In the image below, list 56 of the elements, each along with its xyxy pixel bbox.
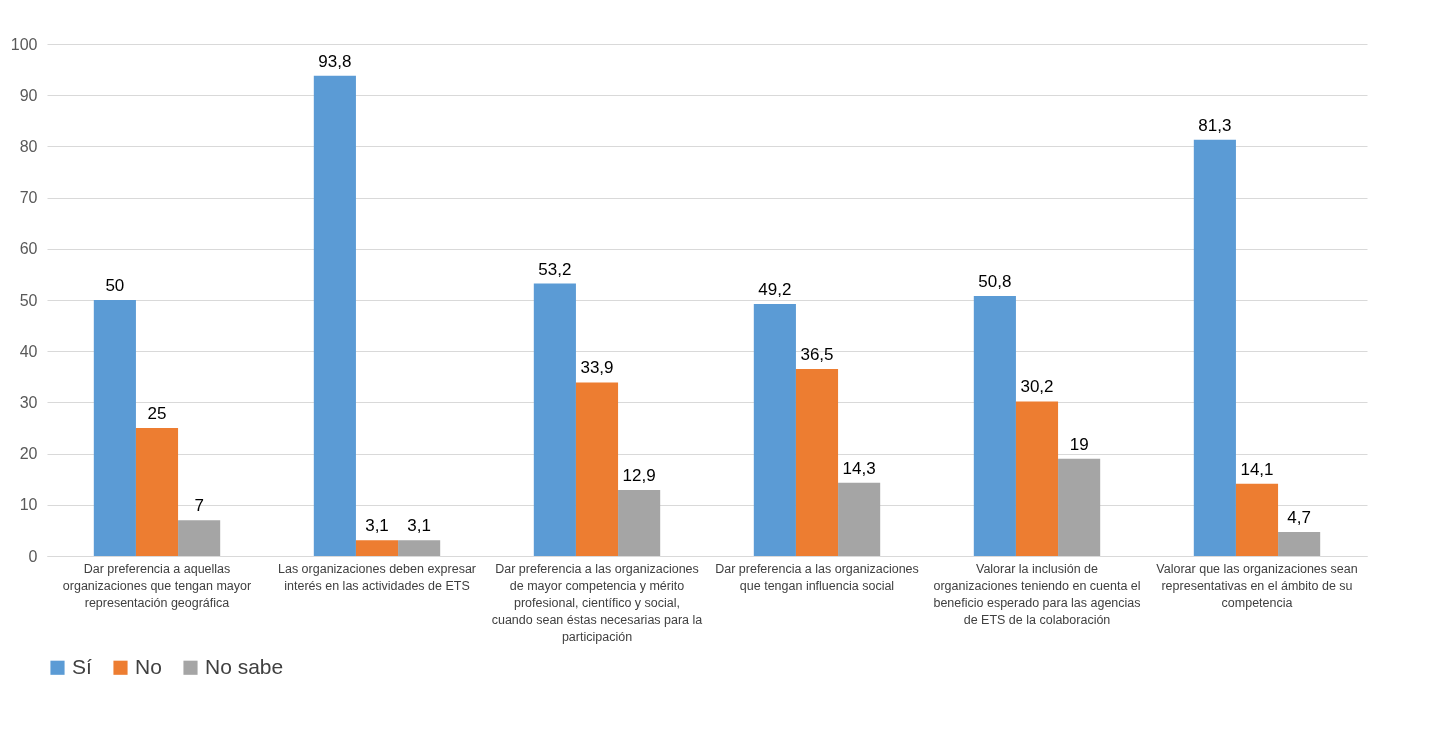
data-label: 49,2 — [758, 280, 792, 300]
y-tick-label: 70 — [19, 189, 38, 207]
bar — [795, 369, 839, 556]
y-tick-label: 10 — [19, 496, 38, 514]
bar — [178, 520, 221, 556]
legend-label: No — [135, 654, 162, 678]
data-label: 50 — [105, 276, 125, 295]
data-label: 7 — [194, 496, 204, 516]
data-label: 14,1 — [1240, 459, 1274, 479]
bar — [575, 382, 619, 556]
x-tick-label: Las organizaciones deben expresar interés en las actividades de ETS — [277, 561, 477, 593]
bar — [1193, 139, 1236, 556]
y-tick-label: 50 — [19, 291, 38, 309]
y-tick-label: 90 — [19, 86, 38, 104]
data-label: 3,1 — [365, 516, 389, 536]
x-tick-label: Valorar que las organizaciones sean representativas en el ámbito de su competencia — [1156, 561, 1358, 610]
x-tick-label: Valorar la inclusión de organizaciones teniendo en cuenta el beneficio esperado para las agencias de ETS de la colaboración — [933, 561, 1141, 627]
bar — [753, 304, 796, 556]
y-tick-label: 40 — [19, 342, 38, 360]
y-tick-label: 100 — [10, 35, 38, 53]
data-label: 50,8 — [978, 271, 1012, 291]
data-label: 19 — [1069, 434, 1089, 454]
data-label: 3,1 — [407, 516, 431, 536]
bar — [1058, 458, 1101, 556]
y-tick-label: 20 — [19, 445, 38, 463]
y-tick-label: 30 — [19, 393, 38, 411]
bar — [618, 489, 661, 556]
bar — [1278, 531, 1321, 556]
bar — [1235, 483, 1279, 556]
x-tick-label: Dar preferencia a las organizaciones que tengan influencia social — [715, 561, 919, 593]
y-tick-label: 0 — [28, 547, 38, 565]
data-label: 25 — [147, 404, 167, 423]
y-tick-label: 60 — [19, 240, 38, 258]
data-label: 33,9 — [580, 358, 614, 378]
data-label: 12,9 — [622, 465, 656, 485]
y-tick-label: 80 — [19, 137, 38, 155]
bar — [398, 540, 441, 556]
bar — [93, 300, 136, 556]
x-tick-label: Dar preferencia a las organizaciones de mayor competencia y mérito profesional, científico y social, cuando sean éstas necesarias para la participación — [491, 561, 703, 644]
bar — [355, 540, 399, 556]
bar — [313, 75, 356, 556]
x-tick-label: Dar preferencia a aquellas organizaciones que tengan mayor representación geográfica — [62, 561, 252, 610]
data-label: 36,5 — [800, 345, 834, 365]
legend-label: No sabe — [205, 654, 284, 678]
data-label: 14,3 — [842, 458, 876, 478]
bar — [973, 295, 1016, 556]
data-label: 4,7 — [1287, 507, 1311, 527]
data-label: 93,8 — [318, 51, 352, 71]
legend-label: Sí — [72, 654, 93, 678]
data-label: 81,3 — [1198, 115, 1232, 135]
bar — [135, 428, 179, 556]
bar — [533, 283, 576, 556]
data-label: 30,2 — [1020, 377, 1054, 397]
bar — [838, 482, 881, 556]
bar — [1015, 401, 1059, 556]
data-label: 53,2 — [538, 259, 572, 279]
